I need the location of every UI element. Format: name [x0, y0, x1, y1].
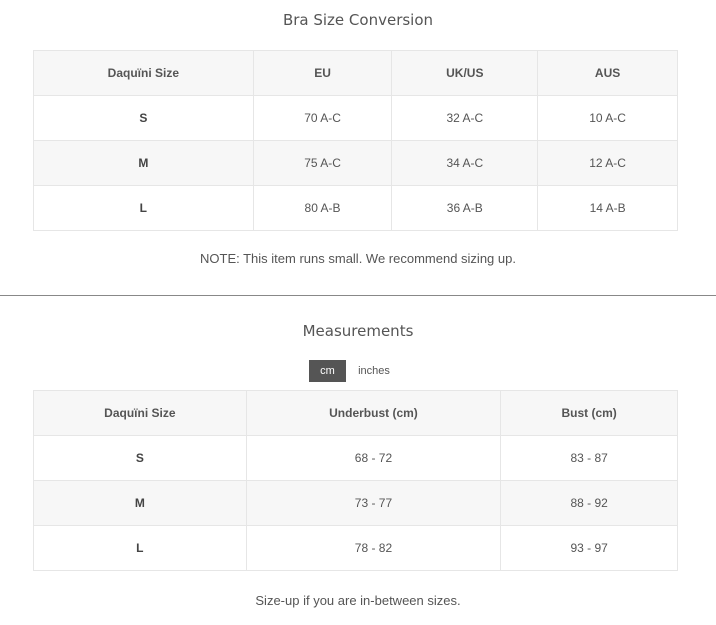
value-cell: 32 A-C	[391, 95, 539, 141]
unit-toggle-cm[interactable]: cm	[309, 360, 346, 382]
size-cell: M	[33, 140, 254, 186]
measurements-title: Measurements	[302, 322, 414, 340]
size-cell: L	[33, 185, 254, 231]
value-cell: 12 A-C	[537, 140, 678, 186]
conversion-title: Bra Size Conversion	[282, 11, 434, 29]
value-cell: 78 - 82	[245, 525, 502, 571]
value-cell: 93 - 97	[500, 525, 678, 571]
column-header: AUS	[537, 50, 678, 96]
value-cell: 36 A-B	[391, 185, 539, 231]
value-cell: 14 A-B	[537, 185, 678, 231]
table-row: S 68 - 72 83 - 87	[33, 435, 678, 481]
value-cell: 70 A-C	[252, 95, 393, 141]
conversion-note: NOTE: This item runs small. We recommend…	[200, 251, 516, 266]
table-row: S 70 A-C 32 A-C 10 A-C	[33, 95, 678, 141]
measurements-table: Daquïni Size Underbust (cm) Bust (cm) S 68 -…	[33, 390, 678, 571]
value-cell: 34 A-C	[391, 140, 539, 186]
size-cell: L	[33, 525, 247, 571]
header-row: Daquïni Size EU UK/US AUS	[33, 50, 678, 96]
size-cell: S	[33, 435, 247, 481]
column-header: Underbust (cm)	[245, 390, 502, 436]
column-header: UK/US	[391, 50, 539, 96]
column-header: Bust (cm)	[500, 390, 678, 436]
value-cell: 10 A-C	[537, 95, 678, 141]
value-cell: 73 - 77	[245, 480, 502, 526]
value-cell: 75 A-C	[252, 140, 393, 186]
size-cell: M	[33, 480, 247, 526]
table-row: M 73 - 77 88 - 92	[33, 480, 678, 526]
header-row: Daquïni Size Underbust (cm) Bust (cm)	[33, 390, 678, 436]
value-cell: 80 A-B	[252, 185, 393, 231]
column-header: Daquïni Size	[33, 390, 247, 436]
column-header: EU	[252, 50, 393, 96]
table-row: L 80 A-B 36 A-B 14 A-B	[33, 185, 678, 231]
column-header: Daquïni Size	[33, 50, 254, 96]
value-cell: 68 - 72	[245, 435, 502, 481]
unit-toggle-inches[interactable]: inches	[358, 365, 390, 377]
measurements-note: Size-up if you are in-between sizes.	[255, 593, 461, 608]
value-cell: 83 - 87	[500, 435, 678, 481]
size-cell: S	[33, 95, 254, 141]
value-cell: 88 - 92	[500, 480, 678, 526]
table-row: M 75 A-C 34 A-C 12 A-C	[33, 140, 678, 186]
section-divider	[0, 295, 716, 296]
size-conversion-table: Daquïni Size EU UK/US AUS S 70 A-C 32 A-C 10 A-…	[33, 50, 678, 231]
table-row: L 78 - 82 93 - 97	[33, 525, 678, 571]
